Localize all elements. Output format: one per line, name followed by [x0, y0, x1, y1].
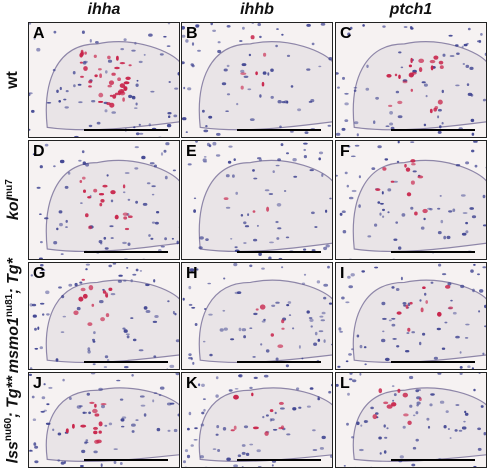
micrograph-panel-l: L [335, 372, 487, 468]
tissue-section-image [183, 374, 332, 467]
micrograph-panel-e: E [181, 140, 333, 260]
scale-bar [391, 361, 475, 363]
micrograph-panel-a: A [28, 22, 180, 138]
row-label-base: wt [4, 71, 21, 89]
tissue-section-image [182, 263, 332, 368]
tissue-section-image [29, 373, 179, 467]
micrograph-panel-i: I [335, 262, 487, 370]
scale-bar [84, 251, 168, 253]
scale-bar [237, 361, 321, 363]
row-label-sup: nu60 [3, 418, 15, 442]
row-label-base: lss [4, 441, 22, 464]
micrograph-panel-k: K [181, 372, 333, 468]
micrograph-panel-h: H [181, 262, 333, 370]
panel-letter: H [186, 265, 198, 282]
row-label-sup: nu81 [3, 294, 15, 318]
panel-letter: B [186, 25, 198, 42]
micrograph-panel-d: D [28, 140, 180, 260]
panel-letter: E [186, 143, 197, 160]
micrograph-panel-c: C [335, 22, 487, 138]
micrograph-panel-j: J [28, 372, 180, 468]
row-label-sup: nu7 [3, 179, 15, 198]
panel-letter: F [340, 143, 350, 160]
column-header-ihhb: ihhb [240, 1, 274, 18]
scale-bar [237, 129, 321, 131]
column-header-ihha: ihha [87, 1, 121, 18]
tissue-section-image [32, 142, 179, 259]
micrograph-panel-g: G [28, 262, 180, 370]
column-header-ptch1: ptch1 [389, 1, 433, 18]
row-label-base: msmo1 [4, 317, 22, 374]
tissue-section-image [29, 263, 179, 369]
tissue-section-image [337, 263, 486, 369]
tissue-section-image [336, 141, 486, 259]
tissue-section-image [182, 23, 332, 136]
row-header-wt: wt [0, 22, 26, 138]
scale-bar [237, 251, 321, 253]
row-label-base: kol [4, 197, 22, 221]
row-label-tail: ; Tg** [4, 376, 22, 419]
micrograph-panel-f: F [335, 140, 487, 260]
panel-letter: K [186, 375, 198, 392]
panel-letter: L [340, 375, 350, 392]
panel-letter: D [33, 143, 45, 160]
row-label-tail: ; Tg* [4, 258, 22, 295]
scale-bar [237, 459, 321, 461]
tissue-section-image [187, 141, 332, 259]
tissue-section-image [29, 23, 179, 137]
scale-bar [84, 459, 168, 461]
row-header-lss: lssnu60; Tg** [0, 372, 26, 468]
row-header-msmo1: msmo1nu81; Tg* [0, 258, 26, 374]
scale-bar [391, 459, 475, 461]
micrograph-panel-b: B [181, 22, 333, 138]
scale-bar [84, 361, 168, 363]
tissue-section-image [336, 373, 486, 467]
scale-bar [84, 129, 168, 131]
panel-letter: I [340, 265, 345, 282]
row-header-kol: kolnu7 [0, 140, 26, 260]
panel-letter: C [340, 25, 352, 42]
panel-letter: J [33, 375, 42, 392]
scale-bar [391, 251, 475, 253]
tissue-section-image [336, 24, 486, 137]
panel-letter: A [33, 25, 45, 42]
scale-bar [391, 129, 475, 131]
panel-letter: G [33, 265, 46, 282]
